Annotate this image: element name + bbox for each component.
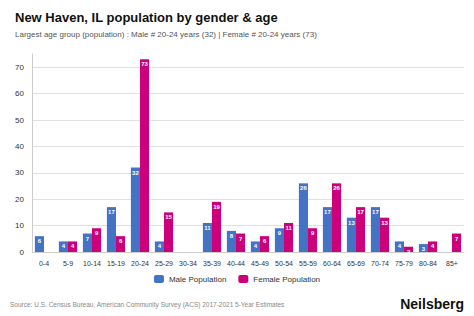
svg-text:Neilsberg: Neilsberg (400, 296, 464, 312)
svg-text:35-39: 35-39 (203, 260, 221, 267)
svg-text:6: 6 (263, 238, 267, 244)
svg-text:9: 9 (95, 230, 99, 236)
svg-text:75-79: 75-79 (395, 260, 413, 267)
svg-text:4: 4 (398, 243, 402, 249)
svg-text:17: 17 (372, 209, 379, 215)
svg-text:60: 60 (15, 89, 24, 98)
svg-text:8: 8 (230, 233, 234, 239)
svg-text:7: 7 (86, 236, 90, 242)
svg-text:15-19: 15-19 (107, 260, 125, 267)
svg-text:4: 4 (254, 243, 258, 249)
svg-text:15: 15 (165, 214, 172, 220)
svg-text:13: 13 (381, 220, 388, 226)
svg-text:11: 11 (285, 225, 292, 231)
svg-text:7: 7 (455, 236, 459, 242)
svg-text:20: 20 (15, 195, 24, 204)
svg-text:3: 3 (422, 246, 426, 252)
svg-text:9: 9 (278, 230, 282, 236)
svg-text:4: 4 (158, 243, 162, 249)
svg-text:60-64: 60-64 (323, 260, 341, 267)
svg-text:13: 13 (348, 220, 355, 226)
svg-text:30-34: 30-34 (179, 260, 197, 267)
svg-text:50-54: 50-54 (275, 260, 293, 267)
svg-text:70: 70 (15, 63, 24, 72)
svg-text:70-74: 70-74 (371, 260, 389, 267)
svg-text:17: 17 (357, 209, 364, 215)
svg-text:19: 19 (213, 204, 220, 210)
svg-text:Male Population: Male Population (169, 275, 226, 284)
svg-text:40-44: 40-44 (227, 260, 245, 267)
svg-text:73: 73 (141, 61, 148, 67)
svg-text:Female Population: Female Population (253, 275, 320, 284)
svg-text:32: 32 (132, 170, 139, 176)
svg-text:26: 26 (333, 185, 340, 191)
svg-text:7: 7 (239, 236, 243, 242)
svg-text:30: 30 (15, 168, 24, 177)
svg-text:55-59: 55-59 (299, 260, 317, 267)
svg-text:45-49: 45-49 (251, 260, 269, 267)
svg-text:0: 0 (20, 248, 25, 257)
svg-text:4: 4 (62, 243, 66, 249)
svg-text:Source: U.S. Census Bureau, Am: Source: U.S. Census Bureau, American Com… (10, 301, 285, 309)
svg-text:New Haven, IL population by ge: New Haven, IL population by gender & age (15, 10, 278, 25)
svg-text:20-24: 20-24 (131, 260, 149, 267)
svg-text:85+: 85+ (446, 260, 458, 267)
svg-text:40: 40 (15, 142, 24, 151)
svg-text:80-84: 80-84 (419, 260, 437, 267)
svg-text:17: 17 (108, 209, 115, 215)
svg-text:5-9: 5-9 (63, 260, 73, 267)
svg-text:50: 50 (15, 116, 24, 125)
svg-text:10-14: 10-14 (83, 260, 101, 267)
svg-text:0-4: 0-4 (39, 260, 49, 267)
svg-text:Largest age group (population): Largest age group (population) : Male # … (15, 30, 317, 39)
svg-text:17: 17 (324, 209, 331, 215)
svg-text:25-29: 25-29 (155, 260, 173, 267)
svg-text:4: 4 (71, 243, 75, 249)
svg-text:65-69: 65-69 (347, 260, 365, 267)
svg-text:26: 26 (300, 185, 307, 191)
svg-text:4: 4 (431, 243, 435, 249)
svg-text:2: 2 (407, 249, 411, 255)
svg-text:6: 6 (119, 238, 123, 244)
svg-text:9: 9 (311, 230, 315, 236)
svg-text:6: 6 (38, 238, 42, 244)
svg-text:11: 11 (204, 225, 211, 231)
svg-text:10: 10 (15, 221, 24, 230)
